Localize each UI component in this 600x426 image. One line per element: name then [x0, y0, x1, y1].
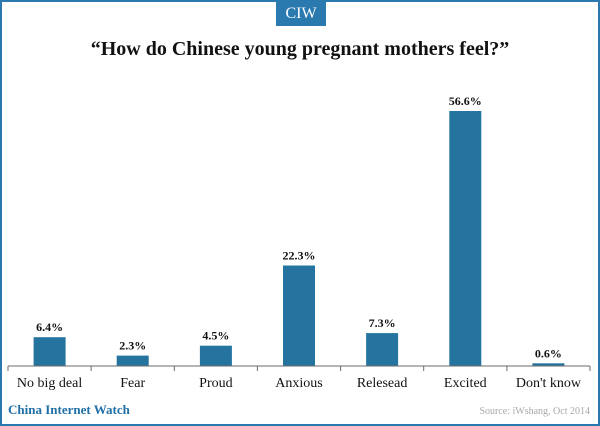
category-label-relesead: Relesead [357, 376, 408, 391]
bar-fear [116, 355, 149, 366]
value-label-fear: 2.3% [119, 339, 146, 353]
category-label-don-t-know: Don't know [516, 376, 582, 391]
category-labels-group: No big deal Fear Proud Anxious Relesead Excit… [17, 376, 582, 391]
bar-excited [449, 111, 482, 366]
bar-anxious [283, 265, 315, 366]
ciw-badge: CIW [276, 2, 326, 26]
category-label-anxious: Anxious [275, 376, 322, 391]
x-axis-ticks-group [7, 366, 591, 371]
value-label-anxious: 22.3% [283, 249, 316, 263]
bars-group [33, 111, 565, 366]
value-label-relesead: 7.3% [369, 316, 396, 330]
source-note: Source: iWshang, Oct 2014 [479, 406, 590, 417]
value-label-excited: 56.6% [449, 94, 482, 108]
value-label-proud: 4.5% [202, 329, 229, 343]
bar-proud [199, 345, 232, 366]
category-label-no-big-deal: No big deal [17, 376, 82, 391]
bar-no-big-deal [33, 337, 66, 366]
value-label-no-big-deal: 6.4% [36, 320, 63, 334]
category-label-excited: Excited [444, 376, 487, 391]
brand-footer: China Internet Watch [8, 402, 130, 417]
value-labels-group: 6.4% 2.3% 4.5% 22.3% 7.3% 56.6% 0.6% [36, 94, 562, 360]
value-label-don-t-know: 0.6% [535, 346, 562, 360]
bar-don-t-know [532, 363, 565, 366]
category-label-proud: Proud [199, 376, 232, 391]
bar-relesead [366, 333, 399, 366]
category-label-fear: Fear [120, 376, 145, 391]
chart-title: “How do Chinese young pregnant mothers f… [90, 38, 510, 60]
